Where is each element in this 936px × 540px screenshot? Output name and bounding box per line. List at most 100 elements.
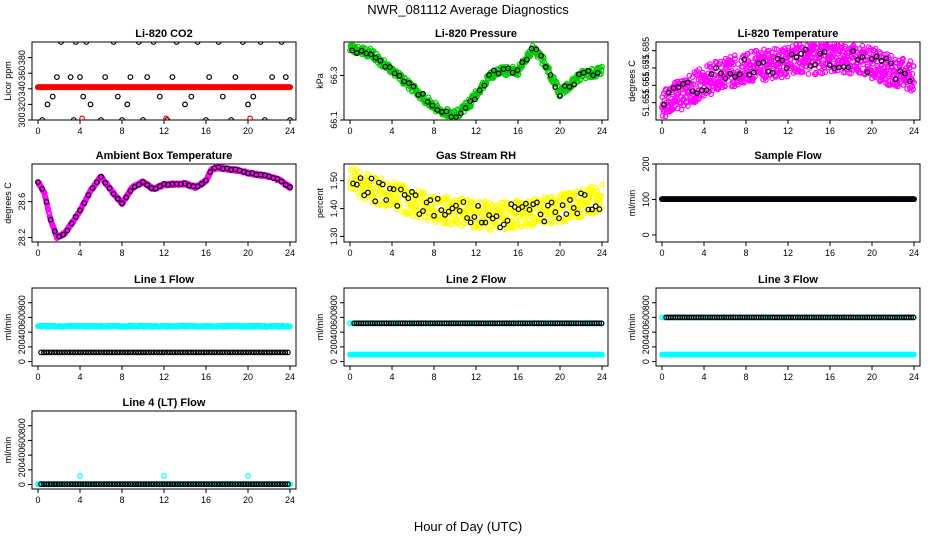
point-black xyxy=(140,179,146,185)
point-black xyxy=(574,210,581,217)
point-black xyxy=(504,217,511,224)
point-yellow xyxy=(367,178,374,185)
x-tick-label: 16 xyxy=(201,126,211,136)
point-black xyxy=(524,56,530,63)
point-black xyxy=(481,82,488,89)
point-black xyxy=(784,64,790,71)
point-black xyxy=(60,231,67,238)
point-black xyxy=(486,212,493,219)
point-yellow xyxy=(502,204,509,211)
y-tick-label: 51.685 xyxy=(641,37,651,65)
point-black xyxy=(741,56,748,63)
x-tick-label: 0 xyxy=(347,126,352,136)
point-yellow xyxy=(395,196,401,203)
y-tick-label: 100 xyxy=(641,192,651,207)
point-black xyxy=(514,67,521,73)
x-tick-label: 0 xyxy=(35,248,40,258)
point-black xyxy=(453,202,459,209)
point-magenta xyxy=(783,70,789,77)
point-magenta xyxy=(784,73,791,80)
point-black-sparse xyxy=(278,42,285,45)
point-black xyxy=(736,71,743,78)
point-black xyxy=(93,349,100,356)
point-black xyxy=(545,202,551,209)
y-axis-label: ml/min xyxy=(3,314,13,341)
point-black xyxy=(106,349,113,356)
point-black xyxy=(713,65,719,71)
point-yellow xyxy=(512,209,519,216)
point-black xyxy=(279,349,286,356)
point-yellow xyxy=(535,218,542,225)
point-magenta xyxy=(686,72,693,79)
point-black xyxy=(429,102,436,109)
point-black xyxy=(472,96,478,103)
point-black xyxy=(478,219,485,226)
point-magenta xyxy=(684,103,691,109)
point-black xyxy=(72,349,79,356)
point-black-sparse xyxy=(140,117,146,120)
point-black xyxy=(911,196,917,203)
point-black xyxy=(727,70,734,77)
point-green xyxy=(598,67,605,74)
point-magenta xyxy=(711,65,718,71)
point-black xyxy=(405,195,412,202)
point-green xyxy=(593,72,600,79)
point-black xyxy=(116,349,123,356)
point-black-sparse xyxy=(203,117,209,120)
point-black xyxy=(194,183,201,190)
point-black xyxy=(256,349,262,356)
point-black xyxy=(137,349,144,356)
point-yellow xyxy=(531,220,537,227)
point-magenta xyxy=(732,55,738,62)
point-black xyxy=(854,56,861,63)
point-black xyxy=(253,349,260,356)
point-black-sparse xyxy=(67,74,74,80)
point-black xyxy=(56,349,63,356)
point-black-sparse xyxy=(194,42,201,45)
point-magenta xyxy=(793,42,800,48)
point-yellow xyxy=(486,209,493,216)
x-tick-label: 8 xyxy=(743,248,748,258)
point-black-sparse xyxy=(102,74,109,80)
y-tick-label: 28.6 xyxy=(17,193,27,211)
page-title: NWR_081112 Average Diagnostics xyxy=(367,2,569,17)
point-yellow xyxy=(487,226,494,233)
point-yellow xyxy=(539,200,546,207)
point-black xyxy=(689,88,696,94)
point-black xyxy=(892,76,899,83)
point-black xyxy=(416,211,423,218)
point-magenta xyxy=(831,44,838,51)
point-black xyxy=(462,104,469,111)
point-black xyxy=(232,349,239,356)
point-black xyxy=(793,54,800,61)
point-black xyxy=(661,101,667,108)
x-tick-label: 24 xyxy=(597,126,607,136)
y-tick-label: 800 xyxy=(329,295,339,310)
point-black xyxy=(675,84,682,91)
point-black xyxy=(242,349,249,356)
point-black xyxy=(596,206,603,213)
point-black xyxy=(77,349,84,356)
point-black xyxy=(585,67,592,74)
point-yellow xyxy=(451,197,458,203)
y-tick-label: 380 xyxy=(17,50,27,65)
point-black xyxy=(508,201,515,208)
point-yellow xyxy=(420,189,427,196)
y-tick-label: 400 xyxy=(17,325,27,340)
point-black xyxy=(556,215,562,222)
y-tick-label: 360 xyxy=(17,66,27,81)
x-tick-label: 8 xyxy=(431,372,436,382)
point-black-sparse xyxy=(70,117,77,120)
point-black xyxy=(590,72,596,79)
point-black-sparse xyxy=(58,42,64,45)
point-black xyxy=(72,213,79,220)
x-tick-label: 20 xyxy=(555,372,565,382)
chart-title: Li-820 Pressure xyxy=(435,28,517,40)
point-black-sparse xyxy=(219,93,226,100)
x-tick-label: 12 xyxy=(783,248,793,258)
point-black xyxy=(537,211,544,218)
point-magenta xyxy=(909,70,916,77)
point-magenta xyxy=(762,74,769,81)
point-black xyxy=(453,114,460,120)
